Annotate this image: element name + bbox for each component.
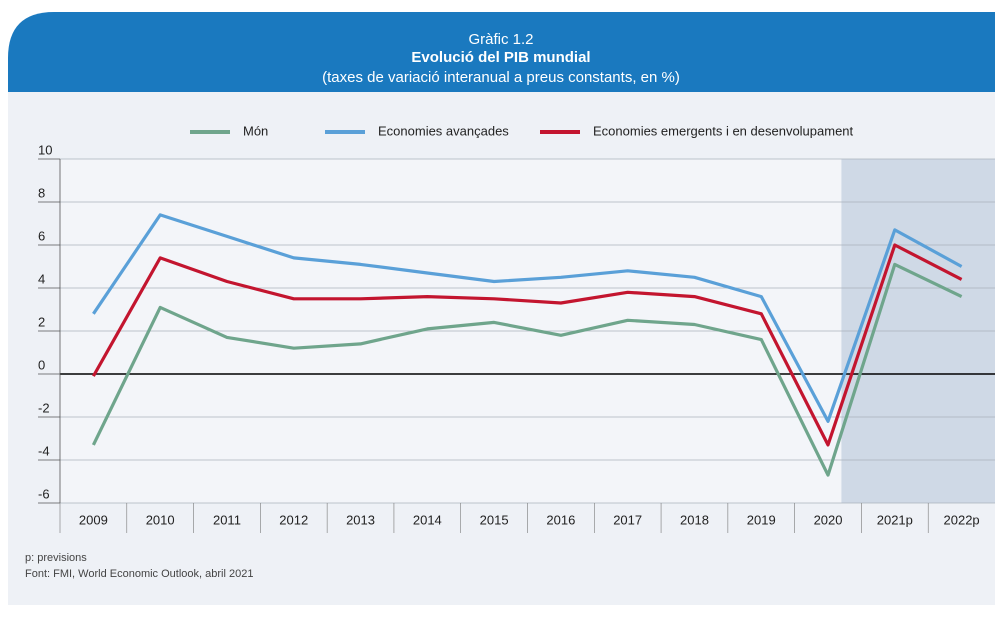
chart-subtitle: (taxes de variació interanual a preus co…: [322, 69, 680, 86]
x-tick-label: 2014: [413, 512, 442, 527]
legend-label: Món: [243, 123, 268, 138]
x-tick-label: 2016: [546, 512, 575, 527]
chart-label: Gràfic 1.2: [468, 31, 533, 48]
note: Font: FMI, World Economic Outlook, abril…: [25, 568, 253, 580]
x-tick-label: 2021p: [877, 512, 913, 527]
series-line: [91, 262, 963, 477]
y-tick-label: 6: [38, 228, 45, 243]
header-band: [8, 12, 995, 92]
x-tick-label: 2010: [146, 512, 175, 527]
y-tick-label: 10: [38, 142, 52, 157]
y-tick-label: 8: [38, 185, 45, 200]
x-tick-label: 2013: [346, 512, 375, 527]
y-tick-label: 2: [38, 314, 45, 329]
x-tick-label: 2012: [279, 512, 308, 527]
x-tick-label: 2017: [613, 512, 642, 527]
y-tick-label: -4: [38, 443, 50, 458]
legend-label: Economies avançades: [378, 123, 509, 138]
x-tick-label: 2018: [680, 512, 709, 527]
x-tick-label: 2015: [480, 512, 509, 527]
x-tick-label: 2009: [79, 512, 108, 527]
series-line: [92, 243, 963, 447]
x-tick-label: 2020: [814, 512, 843, 527]
legend-label: Economies emergents i en desenvolupament: [593, 123, 854, 138]
x-tick-label: 2022p: [944, 512, 980, 527]
y-tick-label: 0: [38, 357, 45, 372]
x-tick-label: 2019: [747, 512, 776, 527]
x-tick-label: 2011: [213, 512, 241, 527]
y-tick-label: -6: [38, 486, 50, 501]
chart-title: Evolució del PIB mundial: [411, 49, 590, 66]
y-tick-label: -2: [38, 400, 50, 415]
note: p: previsions: [25, 552, 87, 564]
y-tick-label: 4: [38, 271, 45, 286]
series-line: [92, 213, 963, 423]
